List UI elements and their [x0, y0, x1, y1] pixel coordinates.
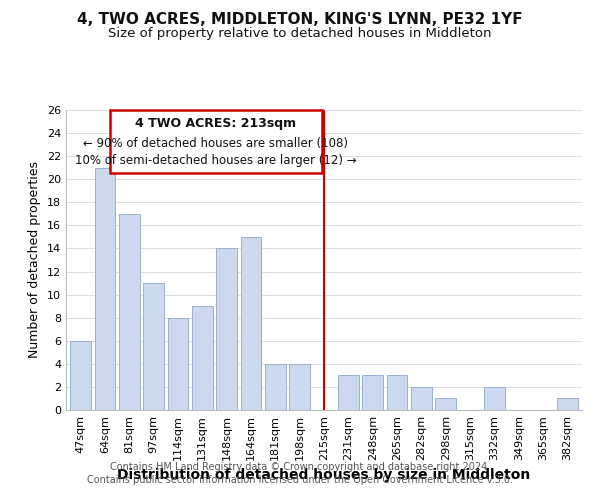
FancyBboxPatch shape [110, 110, 322, 174]
Bar [411, 387, 432, 410]
Text: 10% of semi-detached houses are larger (12) →: 10% of semi-detached houses are larger (… [75, 154, 356, 168]
X-axis label: Distribution of detached houses by size in Middleton: Distribution of detached houses by size … [118, 468, 530, 482]
Bar [95, 168, 115, 410]
Bar [338, 376, 359, 410]
Bar [167, 318, 188, 410]
Y-axis label: Number of detached properties: Number of detached properties [28, 162, 41, 358]
Bar [241, 237, 262, 410]
Bar [484, 387, 505, 410]
Bar [192, 306, 212, 410]
Bar [119, 214, 140, 410]
Bar [289, 364, 310, 410]
Bar [265, 364, 286, 410]
Bar [386, 376, 407, 410]
Bar [143, 283, 164, 410]
Text: 4 TWO ACRES: 213sqm: 4 TWO ACRES: 213sqm [135, 118, 296, 130]
Text: ← 90% of detached houses are smaller (108): ← 90% of detached houses are smaller (10… [83, 136, 348, 149]
Text: 4, TWO ACRES, MIDDLETON, KING'S LYNN, PE32 1YF: 4, TWO ACRES, MIDDLETON, KING'S LYNN, PE… [77, 12, 523, 28]
Text: Contains HM Land Registry data © Crown copyright and database right 2024.: Contains HM Land Registry data © Crown c… [110, 462, 490, 472]
Text: Contains public sector information licensed under the Open Government Licence v.: Contains public sector information licen… [87, 475, 513, 485]
Bar [436, 398, 456, 410]
Bar [216, 248, 237, 410]
Bar [362, 376, 383, 410]
Text: Size of property relative to detached houses in Middleton: Size of property relative to detached ho… [108, 28, 492, 40]
Bar [70, 341, 91, 410]
Bar [557, 398, 578, 410]
